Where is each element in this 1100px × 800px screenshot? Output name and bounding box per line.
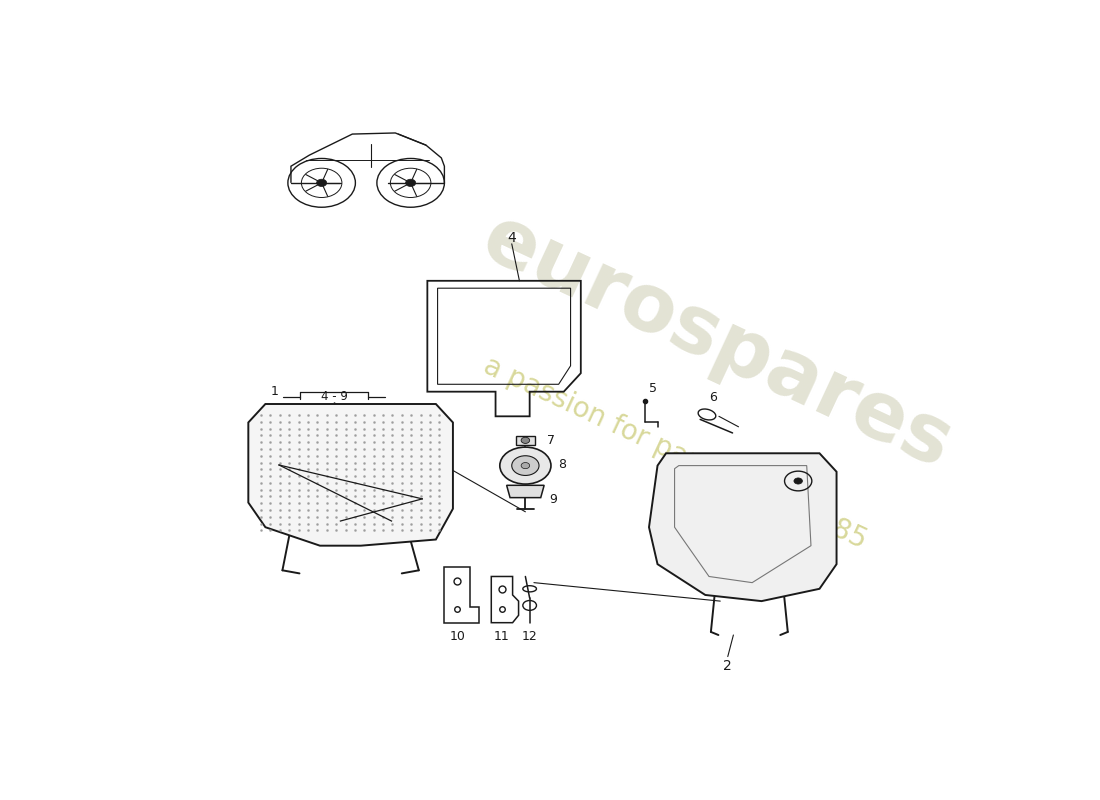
Circle shape <box>512 456 539 475</box>
Text: 8: 8 <box>558 458 565 471</box>
Polygon shape <box>649 454 836 601</box>
Text: eurospares: eurospares <box>470 199 965 486</box>
Text: 2: 2 <box>724 659 733 673</box>
Circle shape <box>499 447 551 484</box>
Circle shape <box>406 179 416 186</box>
Circle shape <box>521 438 530 443</box>
Bar <box>516 436 535 445</box>
Circle shape <box>794 478 802 484</box>
Polygon shape <box>507 486 544 498</box>
Circle shape <box>521 462 530 469</box>
Text: 10: 10 <box>449 630 465 642</box>
Text: 4: 4 <box>507 230 516 245</box>
Text: 6: 6 <box>710 391 717 404</box>
Text: 9: 9 <box>549 493 557 506</box>
Text: 11: 11 <box>494 630 509 642</box>
Text: 7: 7 <box>547 434 554 447</box>
Text: a passion for parts since 1985: a passion for parts since 1985 <box>478 352 870 554</box>
Polygon shape <box>249 404 453 546</box>
Text: 1: 1 <box>271 385 278 398</box>
Circle shape <box>317 179 327 186</box>
Text: 5: 5 <box>649 382 657 395</box>
Text: 4 - 9: 4 - 9 <box>321 390 348 403</box>
Text: 12: 12 <box>521 630 538 642</box>
